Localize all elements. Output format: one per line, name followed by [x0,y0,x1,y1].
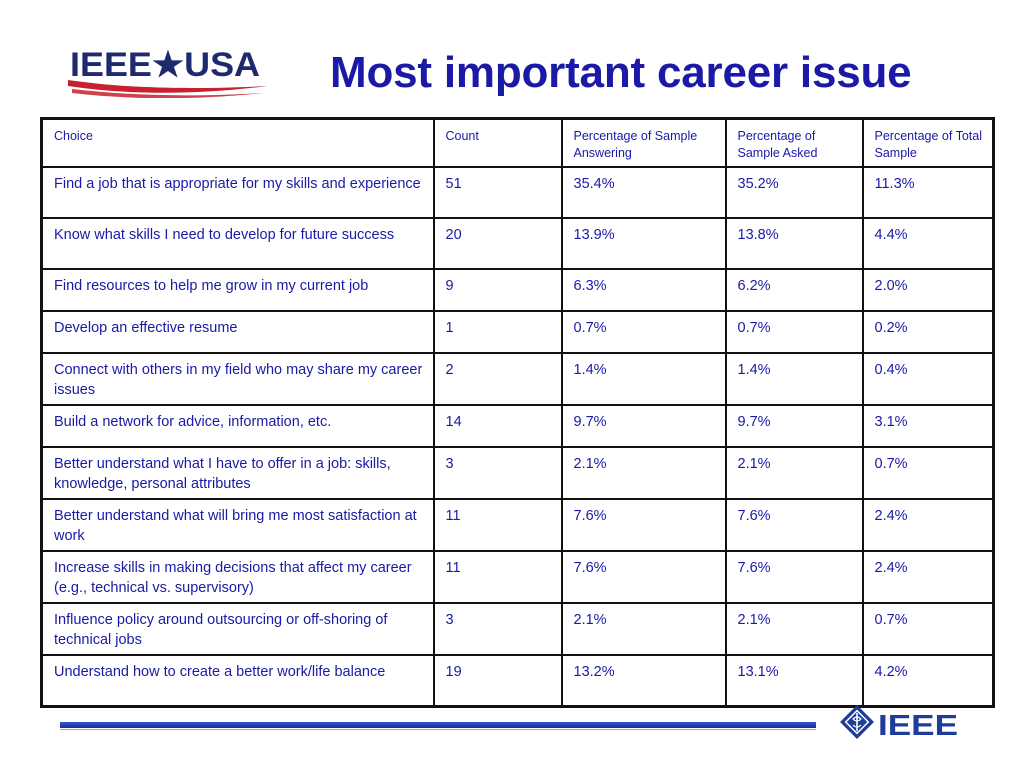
ieee-logo: IEEE [840,705,958,742]
cell-choice: Increase skills in making decisions that… [40,550,435,604]
cell-pct-answering: 35.4% [560,166,727,219]
cell-count: 51 [432,166,563,219]
table-row: Develop an effective resume 1 0.7% 0.7% … [40,310,995,354]
table-row: Connect with others in my field who may … [40,352,995,406]
cell-pct-total: 0.7% [861,602,995,656]
cell-count: 20 [432,217,563,270]
footer-rule-shadow [60,729,816,730]
cell-pct-total: 11.3% [861,166,995,219]
cell-pct-total: 2.4% [861,498,995,552]
cell-count: 19 [432,654,563,707]
cell-count: 9 [432,268,563,312]
table-row: Find resources to help me grow in my cur… [40,268,995,312]
ieee-diamond-icon [840,705,874,739]
table-row: Influence policy around outsourcing or o… [40,602,995,656]
column-header-count: Count [432,117,563,168]
career-issues-table: Choice Count Percentage of Sample Answer… [40,117,995,708]
cell-count: 11 [432,498,563,552]
table-row: Find a job that is appropriate for my sk… [40,166,995,219]
cell-count: 2 [432,352,563,406]
table-row: Increase skills in making decisions that… [40,550,995,604]
column-header-pct-total: Percentage of Total Sample [861,117,995,168]
cell-pct-answering: 13.9% [560,217,727,270]
cell-choice: Know what skills I need to develop for f… [40,217,435,270]
ieee-usa-logo-text: IEEE★USA [70,46,260,84]
cell-pct-answering: 13.2% [560,654,727,707]
cell-pct-answering: 9.7% [560,404,727,448]
cell-pct-total: 2.4% [861,550,995,604]
cell-pct-asked: 7.6% [724,550,864,604]
cell-count: 1 [432,310,563,354]
cell-pct-asked: 6.2% [724,268,864,312]
cell-pct-asked: 2.1% [724,602,864,656]
cell-choice: Influence policy around outsourcing or o… [40,602,435,656]
column-header-choice: Choice [40,117,435,168]
table-row: Better understand what I have to offer i… [40,446,995,500]
cell-pct-total: 0.2% [861,310,995,354]
cell-pct-answering: 2.1% [560,602,727,656]
cell-pct-asked: 13.8% [724,217,864,270]
cell-choice: Better understand what I have to offer i… [40,446,435,500]
cell-pct-asked: 1.4% [724,352,864,406]
cell-count: 11 [432,550,563,604]
table-row: Build a network for advice, information,… [40,404,995,448]
cell-count: 14 [432,404,563,448]
cell-choice: Find resources to help me grow in my cur… [40,268,435,312]
ieee-logo-text: IEEE [878,710,958,742]
cell-choice: Understand how to create a better work/l… [40,654,435,707]
cell-pct-asked: 9.7% [724,404,864,448]
cell-choice: Find a job that is appropriate for my sk… [40,166,435,219]
table-row: Understand how to create a better work/l… [40,654,995,707]
cell-pct-answering: 7.6% [560,550,727,604]
cell-count: 3 [432,602,563,656]
cell-pct-asked: 0.7% [724,310,864,354]
table-row: Better understand what will bring me mos… [40,498,995,552]
table-header-row: Choice Count Percentage of Sample Answer… [40,117,995,168]
cell-pct-answering: 1.4% [560,352,727,406]
cell-pct-total: 4.4% [861,217,995,270]
cell-pct-total: 2.0% [861,268,995,312]
cell-count: 3 [432,446,563,500]
cell-pct-total: 4.2% [861,654,995,707]
cell-pct-total: 0.4% [861,352,995,406]
table-row: Know what skills I need to develop for f… [40,217,995,270]
cell-pct-answering: 2.1% [560,446,727,500]
column-header-pct-asked: Percentage of Sample Asked [724,117,864,168]
cell-pct-answering: 0.7% [560,310,727,354]
page-title: Most important career issue [330,48,912,97]
footer-rule [60,722,816,728]
cell-pct-total: 0.7% [861,446,995,500]
cell-pct-total: 3.1% [861,404,995,448]
cell-choice: Connect with others in my field who may … [40,352,435,406]
cell-pct-asked: 13.1% [724,654,864,707]
cell-choice: Build a network for advice, information,… [40,404,435,448]
cell-pct-asked: 2.1% [724,446,864,500]
ieee-usa-logo: IEEE★USA [68,46,268,98]
cell-choice: Better understand what will bring me mos… [40,498,435,552]
column-header-pct-answering: Percentage of Sample Answering [560,117,727,168]
cell-pct-asked: 7.6% [724,498,864,552]
cell-pct-answering: 6.3% [560,268,727,312]
cell-pct-answering: 7.6% [560,498,727,552]
cell-pct-asked: 35.2% [724,166,864,219]
cell-choice: Develop an effective resume [40,310,435,354]
